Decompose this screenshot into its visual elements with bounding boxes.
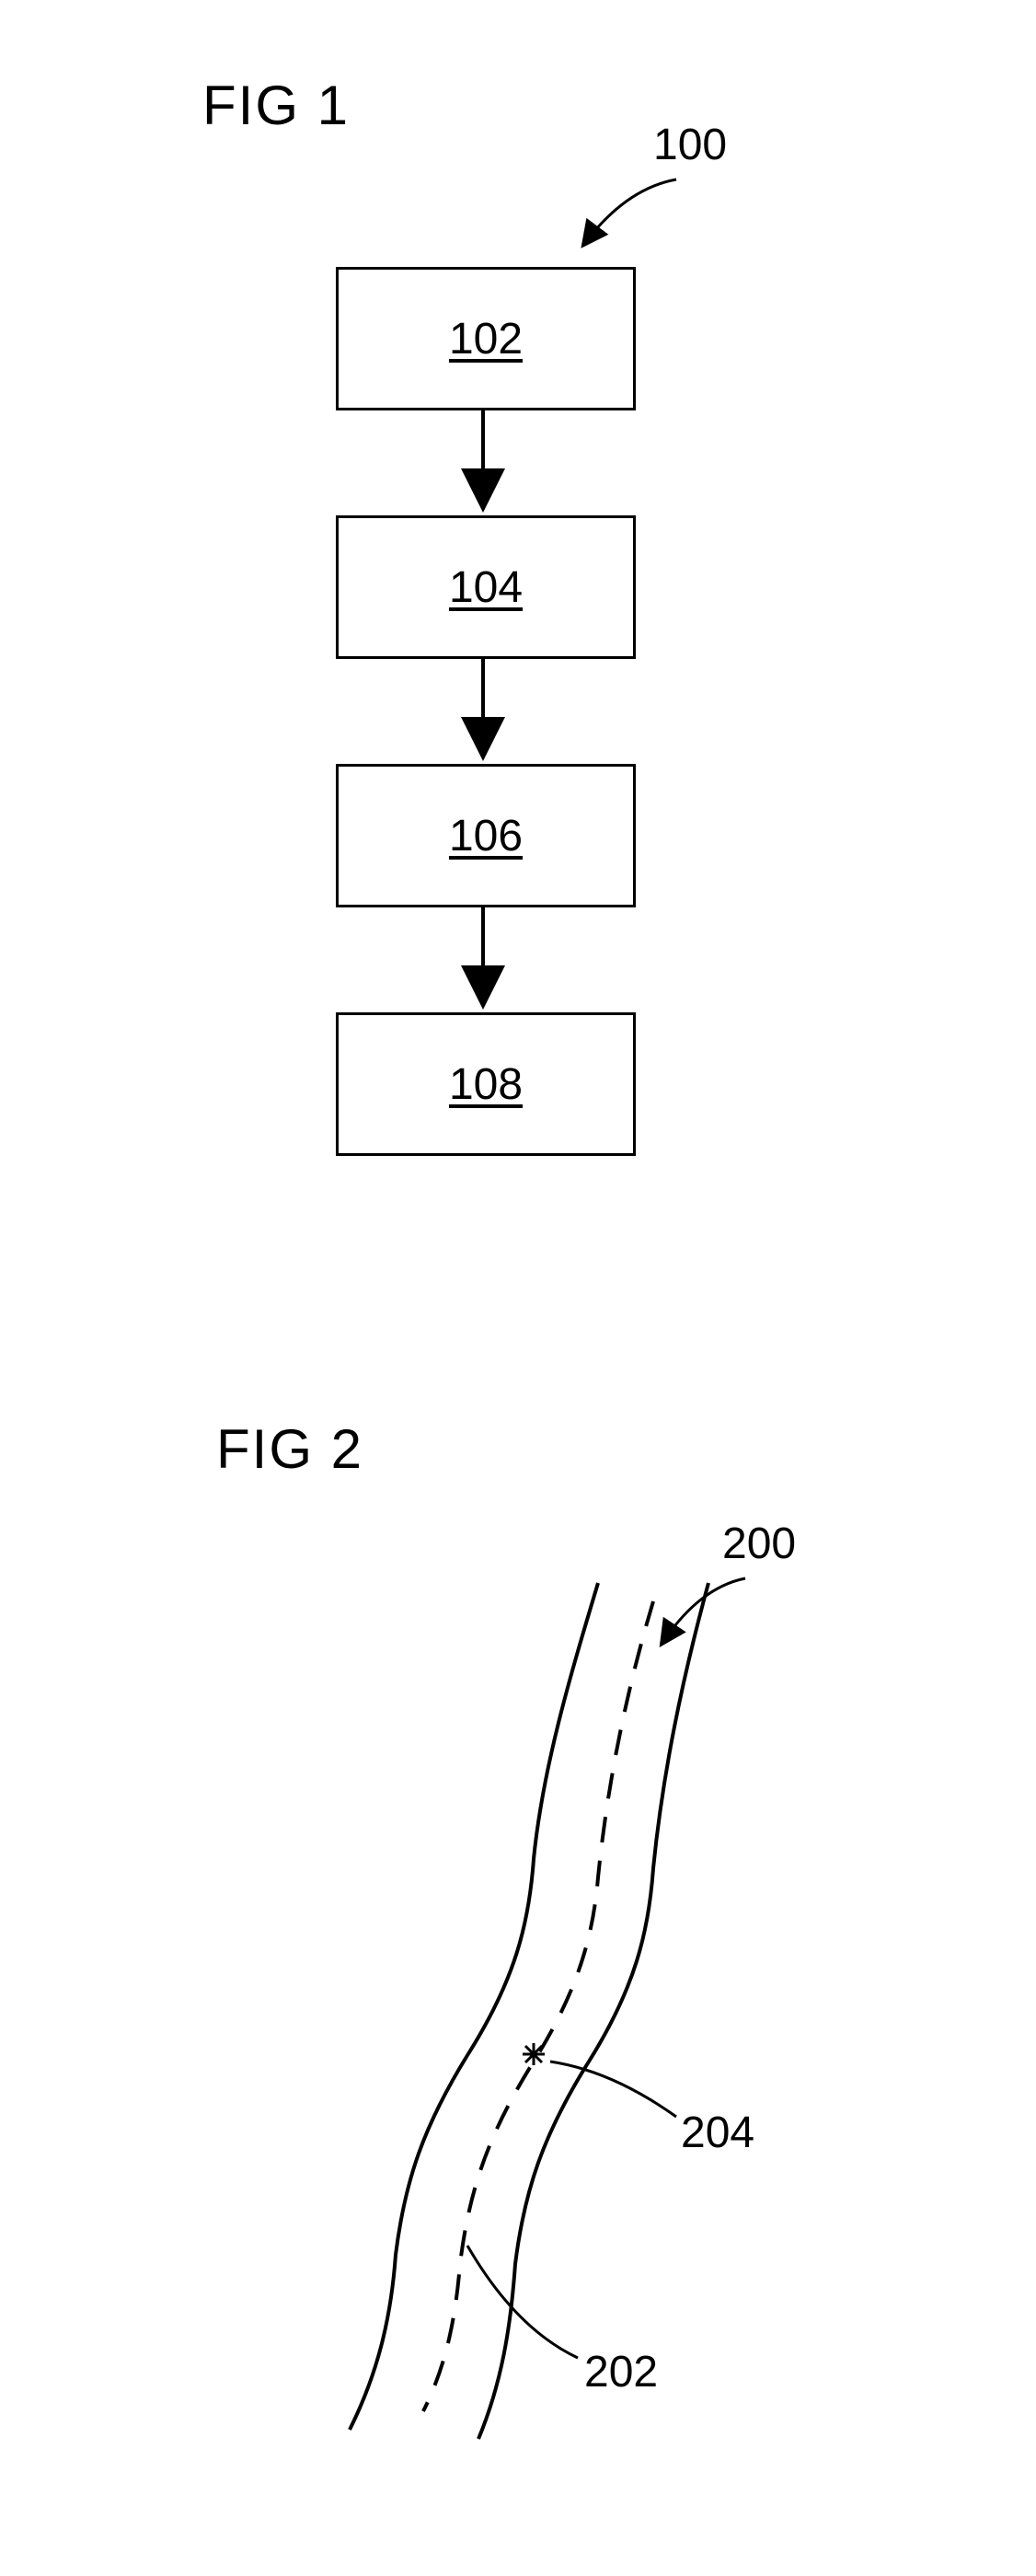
box-102: 102	[336, 267, 636, 410]
box-102-label: 102	[449, 314, 523, 364]
vessel-left-wall	[350, 1583, 598, 2430]
leader-204	[550, 2062, 676, 2117]
box-106-label: 106	[449, 811, 523, 861]
label-204: 204	[681, 2108, 754, 2158]
marker-204-asterisk	[523, 2043, 545, 2065]
label-202: 202	[584, 2347, 658, 2397]
box-108-label: 108	[449, 1059, 523, 1110]
figure2-label: FIG 2	[216, 1417, 363, 1481]
callout-100-arrow	[584, 179, 676, 244]
leader-202	[467, 2246, 578, 2358]
box-108: 108	[336, 1012, 636, 1156]
page: FIG 1	[0, 0, 1036, 2576]
box-106: 106	[336, 764, 636, 907]
callout-200-text: 200	[722, 1519, 796, 1569]
box-104: 104	[336, 515, 636, 659]
callout-100-text: 100	[653, 120, 727, 170]
box-104-label: 104	[449, 562, 523, 613]
callout-200-arrow	[662, 1578, 745, 1643]
